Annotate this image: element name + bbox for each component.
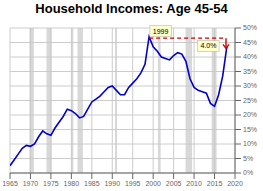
svg-text:40%: 40% [243, 53, 255, 60]
svg-text:2000: 2000 [145, 180, 161, 187]
svg-text:1990: 1990 [104, 180, 120, 187]
html-text:Household Incomes: Age 45-54: Household Incomes: Age 45-54 [35, 1, 228, 16]
svg-text:1999: 1999 [153, 28, 169, 35]
svg-text:20%: 20% [243, 111, 255, 118]
svg-text:10%: 10% [243, 140, 255, 147]
svg-text:1995: 1995 [125, 180, 141, 187]
svg-text:2020: 2020 [227, 180, 243, 187]
svg-text:1975: 1975 [43, 180, 59, 187]
svg-text:2010: 2010 [186, 180, 202, 187]
svg-text:1965: 1965 [8, 180, 18, 187]
svg-text:15%: 15% [243, 126, 255, 133]
svg-text:30%: 30% [243, 82, 255, 89]
svg-text:1970: 1970 [23, 180, 39, 187]
svg-text:5%: 5% [243, 155, 253, 162]
svg-text:25%: 25% [243, 97, 255, 104]
svg-text:1985: 1985 [84, 180, 100, 187]
svg-text:0%: 0% [243, 169, 253, 176]
svg-text:2015: 2015 [207, 180, 223, 187]
svg-text:45%: 45% [243, 39, 255, 46]
svg-text:1980: 1980 [64, 180, 80, 187]
svg-text:50%: 50% [243, 24, 255, 31]
svg-text:2005: 2005 [166, 180, 182, 187]
svg-text:4.0%: 4.0% [200, 42, 216, 49]
svg-text:35%: 35% [243, 68, 255, 75]
